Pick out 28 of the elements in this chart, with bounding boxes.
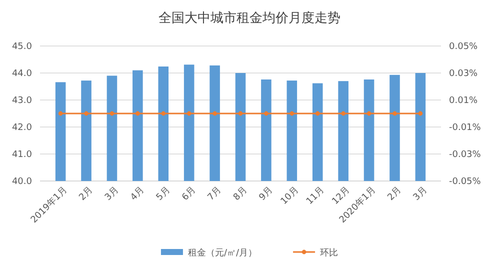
- x-tick-label: 10月: [279, 185, 301, 207]
- y2-tick-label: -0.01%: [449, 122, 482, 133]
- y-tick-label: 41.0: [12, 150, 32, 160]
- x-tick-label: 9月: [258, 185, 276, 203]
- x-tick-label: 4月: [129, 185, 147, 203]
- y2-tick-label: 0.05%: [449, 42, 478, 52]
- y-tick-label: 40.0: [12, 176, 32, 187]
- x-tick-label: 3月: [103, 185, 121, 203]
- legend-label: 环比: [320, 248, 338, 258]
- y-tick-label: 45.0: [12, 42, 32, 52]
- y2-tick-label: -0.03%: [449, 150, 482, 160]
- y2-tick-label: -0.05%: [449, 176, 482, 187]
- x-tick-label: 2月: [78, 185, 96, 203]
- legend-label: 租金（元/㎡/月）: [188, 248, 258, 258]
- x-tick-label: 12月: [330, 185, 352, 207]
- x-tick-label: 3月: [412, 185, 430, 203]
- x-tick-label: 6月: [180, 185, 198, 203]
- y-tick-label: 43.0: [12, 96, 32, 106]
- y-tick-label: 42.0: [12, 122, 32, 133]
- x-tick-label: 2月: [386, 185, 404, 203]
- x-tick-label: 7月: [206, 185, 224, 203]
- y2-tick-label: 0.03%: [449, 68, 478, 79]
- y2-tick-label: 0.01%: [449, 96, 478, 106]
- y-tick-label: 44.0: [12, 68, 32, 79]
- x-tick-label: 11月: [304, 185, 327, 207]
- x-tick-label: 5月: [154, 185, 172, 203]
- chart-title: 全国大中城市租金均价月度走势: [158, 10, 340, 26]
- x-tick-label: 8月: [232, 185, 250, 203]
